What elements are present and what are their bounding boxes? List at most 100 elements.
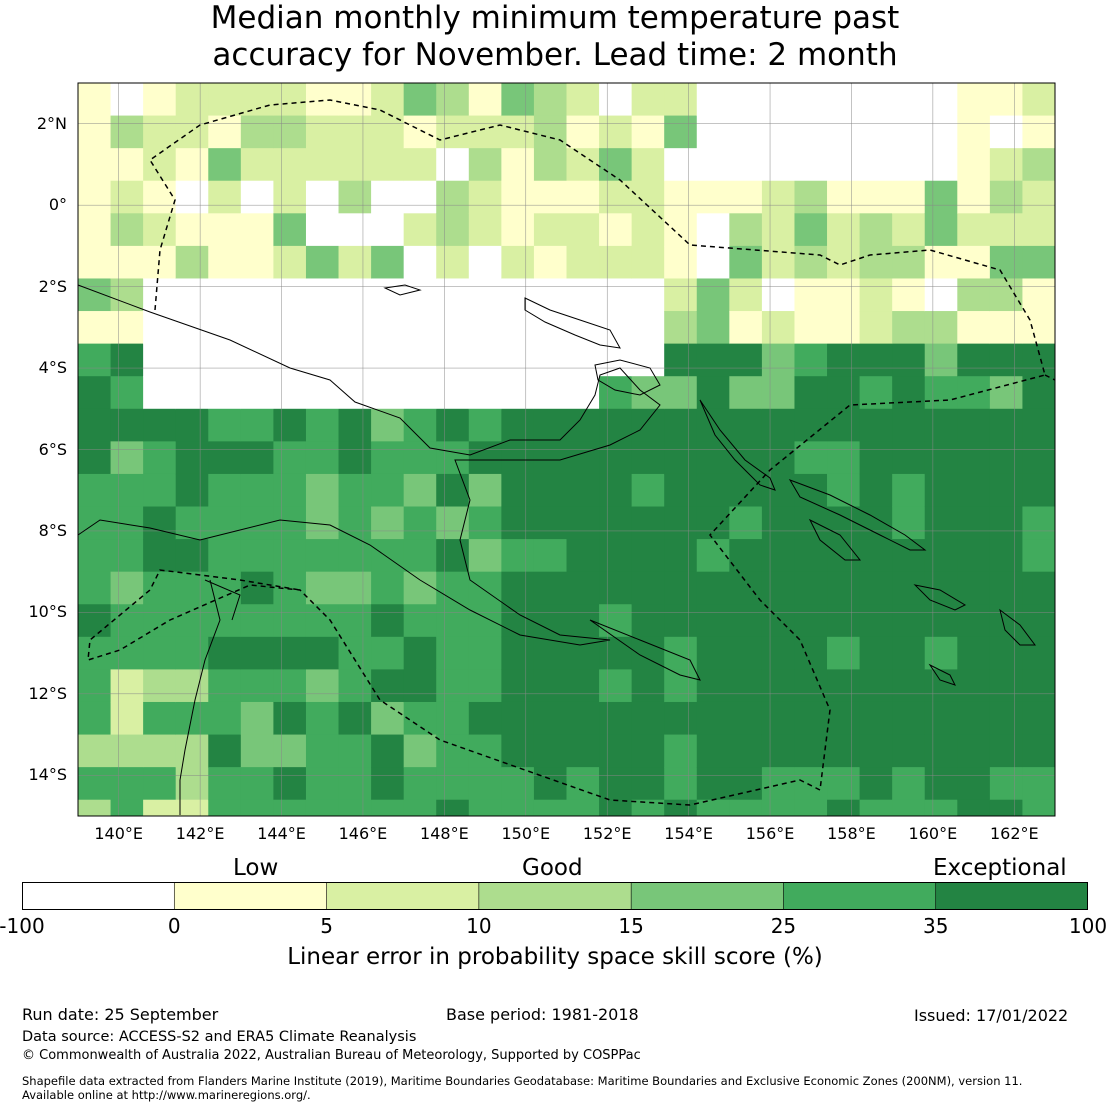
title-line-1: Median monthly minimum temperature past xyxy=(210,0,900,36)
skill-cell xyxy=(599,311,633,345)
skill-cell xyxy=(957,441,991,475)
skill-cell xyxy=(208,83,242,117)
skill-cell xyxy=(924,148,958,182)
skill-cell xyxy=(371,701,405,736)
skill-cell xyxy=(468,441,502,475)
skill-cell xyxy=(892,213,926,247)
skill-cell xyxy=(827,245,861,279)
skill-cell xyxy=(827,148,861,182)
skill-cell xyxy=(859,148,893,182)
skill-cell xyxy=(664,115,698,149)
skill-cell xyxy=(1022,311,1056,345)
colorbar-tick-label: 5 xyxy=(320,914,333,938)
skill-cell xyxy=(631,734,665,768)
skill-cell xyxy=(1022,376,1056,410)
skill-cell xyxy=(78,636,112,670)
skill-cell xyxy=(533,311,567,345)
skill-cell xyxy=(110,473,144,508)
skill-cell xyxy=(599,604,633,638)
skill-cell xyxy=(761,343,795,377)
skill-cell xyxy=(989,636,1023,670)
skill-cell xyxy=(143,213,177,247)
skill-cell xyxy=(371,180,405,214)
skill-cell xyxy=(696,83,730,117)
skill-cell xyxy=(403,799,437,817)
skill-cell xyxy=(305,767,340,801)
skill-cell xyxy=(175,441,209,475)
skill-cell xyxy=(371,571,405,605)
skill-cell xyxy=(436,376,470,410)
skill-cell xyxy=(78,799,112,817)
skill-cell xyxy=(240,278,274,312)
skill-cell xyxy=(892,799,926,817)
skill-cell xyxy=(110,180,144,214)
skill-cell xyxy=(729,115,763,149)
skill-cell xyxy=(110,311,144,345)
skill-cell xyxy=(827,115,861,149)
skill-cell xyxy=(729,148,763,182)
skill-cell xyxy=(403,278,437,312)
skill-cell xyxy=(273,148,307,182)
skill-cell xyxy=(566,311,600,345)
skill-cell xyxy=(599,343,633,377)
skill-cell xyxy=(827,701,861,736)
skill-cell xyxy=(143,311,177,345)
skill-cell xyxy=(533,604,567,638)
skill-cell xyxy=(305,604,340,638)
skill-cell xyxy=(371,245,405,279)
skill-cell xyxy=(371,799,405,817)
skill-cell xyxy=(436,636,470,670)
skill-cell xyxy=(403,604,437,638)
skill-cell xyxy=(78,441,112,475)
skill-cell xyxy=(371,734,405,768)
skill-cell xyxy=(859,83,893,117)
skill-cell xyxy=(533,213,567,247)
skill-cell xyxy=(599,799,633,817)
skill-cell xyxy=(1022,148,1056,182)
skill-cell xyxy=(696,734,730,768)
skill-cell xyxy=(175,213,209,247)
latitude-label: 2°N xyxy=(36,113,67,133)
skill-cell xyxy=(305,636,340,670)
skill-cell xyxy=(761,441,795,475)
skill-cell xyxy=(989,311,1023,345)
skill-cell xyxy=(957,636,991,670)
skill-cell xyxy=(403,669,437,703)
skill-cell xyxy=(696,213,730,247)
skill-cell xyxy=(696,767,730,801)
skill-cell xyxy=(892,180,926,214)
skill-cell xyxy=(110,115,144,149)
skill-cell xyxy=(696,441,730,475)
skill-cell xyxy=(240,669,274,703)
skill-cell xyxy=(599,278,633,312)
skill-cell xyxy=(859,539,893,573)
skill-cell xyxy=(696,669,730,703)
skill-cell xyxy=(338,604,372,638)
skill-cell xyxy=(1022,571,1056,605)
skill-cell xyxy=(729,408,763,442)
skill-cell xyxy=(859,115,893,149)
skill-cell xyxy=(533,83,567,117)
skill-cell xyxy=(664,83,698,117)
skill-cell xyxy=(468,539,502,573)
skill-cell xyxy=(1022,441,1056,475)
skill-cell xyxy=(989,473,1023,508)
skill-cell xyxy=(305,441,340,475)
skill-cell xyxy=(240,734,274,768)
skill-cell xyxy=(273,180,307,214)
skill-cell xyxy=(761,376,795,410)
skill-cell xyxy=(827,669,861,703)
skill-cell xyxy=(436,278,470,312)
skill-cell xyxy=(892,441,926,475)
skill-cell xyxy=(631,539,665,573)
skill-cell xyxy=(631,83,665,117)
skill-cell xyxy=(110,245,144,279)
skill-cell xyxy=(989,669,1023,703)
skill-cell xyxy=(859,734,893,768)
skill-cell xyxy=(273,311,307,345)
skill-cell xyxy=(729,701,763,736)
skill-cell xyxy=(338,734,372,768)
copyright: © Commonwealth of Australia 2022, Austra… xyxy=(22,1048,641,1063)
skill-cell xyxy=(338,539,372,573)
skill-cell xyxy=(403,311,437,345)
